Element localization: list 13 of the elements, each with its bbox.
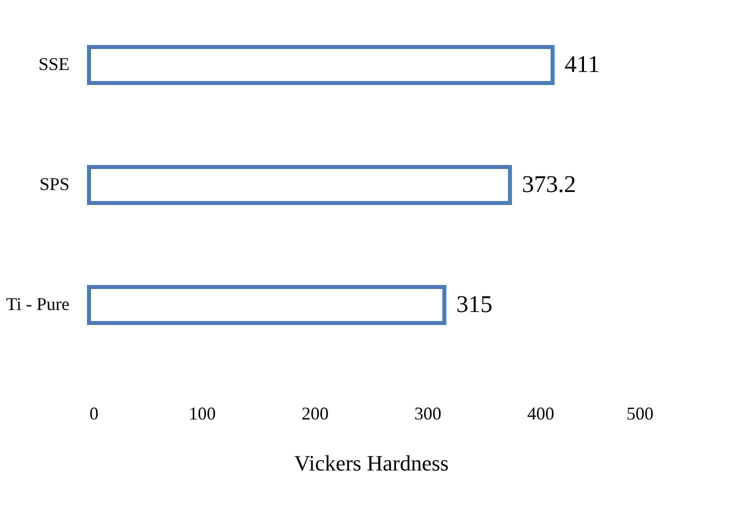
x-tick-label: 200 bbox=[302, 404, 329, 424]
y-tick-label: SSE bbox=[38, 54, 70, 74]
y-tick-label: Ti - Pure bbox=[6, 294, 70, 314]
x-axis-title: Vickers Hardness bbox=[294, 450, 449, 476]
x-tick-label: 400 bbox=[527, 404, 554, 424]
data-label: 373.2 bbox=[522, 172, 576, 198]
x-tick-label: 0 bbox=[90, 404, 98, 424]
data-label: 411 bbox=[564, 52, 600, 78]
x-tick-label: 500 bbox=[626, 404, 654, 424]
x-tick-label: 100 bbox=[188, 404, 216, 424]
data-label: 315 bbox=[456, 292, 492, 318]
x-tick-label: 300 bbox=[414, 404, 442, 424]
y-tick-label: SPS bbox=[39, 174, 70, 194]
